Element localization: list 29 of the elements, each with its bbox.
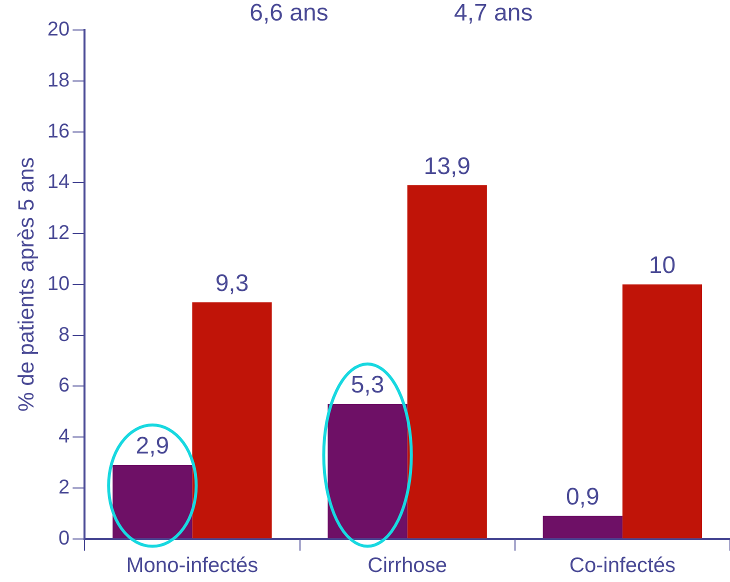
y-axis-title: % de patients après 5 ans (13, 157, 38, 412)
y-tick-label: 20 (47, 18, 70, 41)
text: 4,7 ans (454, 0, 533, 27)
bar (328, 404, 408, 538)
y-tick-label: 14 (47, 171, 70, 194)
y-tick-label: 6 (58, 374, 70, 397)
x-tick-label: Cirrhose (368, 554, 448, 578)
data-label: 9,3 (215, 270, 249, 297)
data-label: 13,9 (424, 152, 470, 180)
bar (407, 185, 487, 538)
y-tick-label: 8 (58, 324, 70, 346)
y-tick-label: 0 (58, 527, 70, 550)
data-label: 10 (648, 252, 676, 280)
data-label: 2,9 (136, 432, 170, 460)
y-tick-label: 10 (47, 272, 70, 295)
text: 6,6 ans (250, 0, 328, 27)
y-tick-label: 12 (47, 222, 70, 244)
y-tick-label: 16 (47, 120, 70, 142)
data-label: 5,3 (350, 372, 384, 399)
bar (622, 284, 702, 538)
data-label: 0,9 (566, 484, 600, 511)
bar (192, 302, 272, 538)
y-tick-label: 18 (47, 69, 70, 92)
bar (542, 516, 622, 538)
x-tick-label: Mono-infectés (126, 554, 258, 578)
y-tick-label: 4 (58, 426, 70, 448)
bar (112, 465, 192, 538)
x-tick-label: Co-infectés (569, 554, 676, 578)
y-tick-label: 2 (58, 476, 70, 498)
